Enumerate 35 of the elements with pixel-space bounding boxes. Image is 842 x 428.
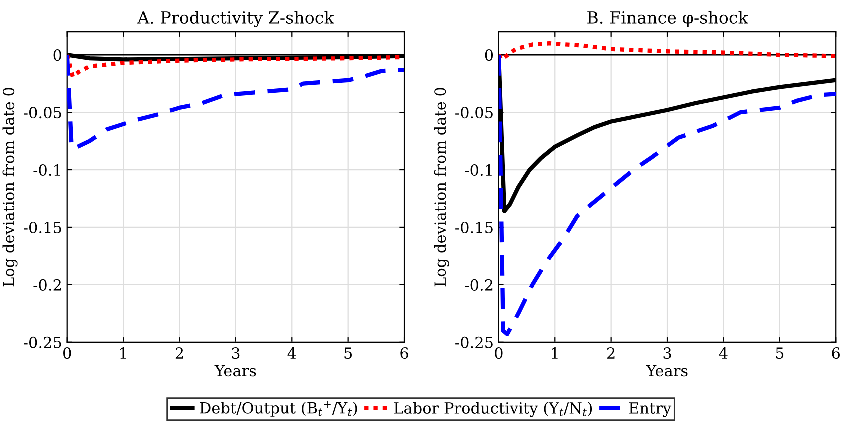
chart-title: A. Productivity Z-shock <box>137 11 334 28</box>
y-tick-label: -0.05 <box>456 107 493 119</box>
y-tick-label: -0.2 <box>465 279 493 291</box>
y-tick-label: -0.25 <box>24 336 62 348</box>
x-tick-label: 1 <box>120 348 126 359</box>
x-tick-label: 5 <box>776 348 784 360</box>
y-tick-label: -0.15 <box>24 222 62 234</box>
x-tick-label: 0 <box>495 348 503 360</box>
x-axis-title: Years <box>214 365 256 377</box>
y-tick-label: 0 <box>54 50 62 62</box>
x-tick-label: 3 <box>664 348 672 360</box>
y-tick-label: -0.15 <box>456 222 493 234</box>
x-tick-label: 1 <box>552 348 558 359</box>
x-tick-label: 6 <box>832 348 840 360</box>
x-tick-label: 2 <box>608 348 615 359</box>
x-tick-label: 4 <box>719 348 728 359</box>
x-tick-label: 4 <box>288 348 296 359</box>
x-axis-title: Years <box>646 365 688 377</box>
legend-label: Entry <box>629 402 672 418</box>
x-tick-label: 5 <box>344 348 352 360</box>
y-tick-label: -0.1 <box>465 164 492 176</box>
y-axis-title: Log deviation from date 0 <box>434 88 450 287</box>
x-tick-label: 2 <box>176 348 184 359</box>
chart-title: B. Finance φ-shock <box>588 11 748 28</box>
y-axis-title: Log deviation from date 0 <box>2 88 18 287</box>
legend-label: Labor Productivity (Y$_{t}$/N$_{t}$) <box>394 402 592 418</box>
y-tick-label: -0.2 <box>34 279 61 291</box>
x-tick-label: 3 <box>232 348 240 360</box>
y-tick-label: -0.1 <box>34 164 60 176</box>
x-tick-label: 6 <box>400 348 408 360</box>
y-tick-label: 0 <box>485 50 494 62</box>
legend-label: Debt/Output (B$_{t}$$^{+}$/Y$_{t}$) <box>200 401 358 417</box>
y-tick-label: -0.05 <box>24 107 62 119</box>
x-tick-label: 0 <box>64 348 72 360</box>
y-tick-label: -0.25 <box>456 336 493 348</box>
